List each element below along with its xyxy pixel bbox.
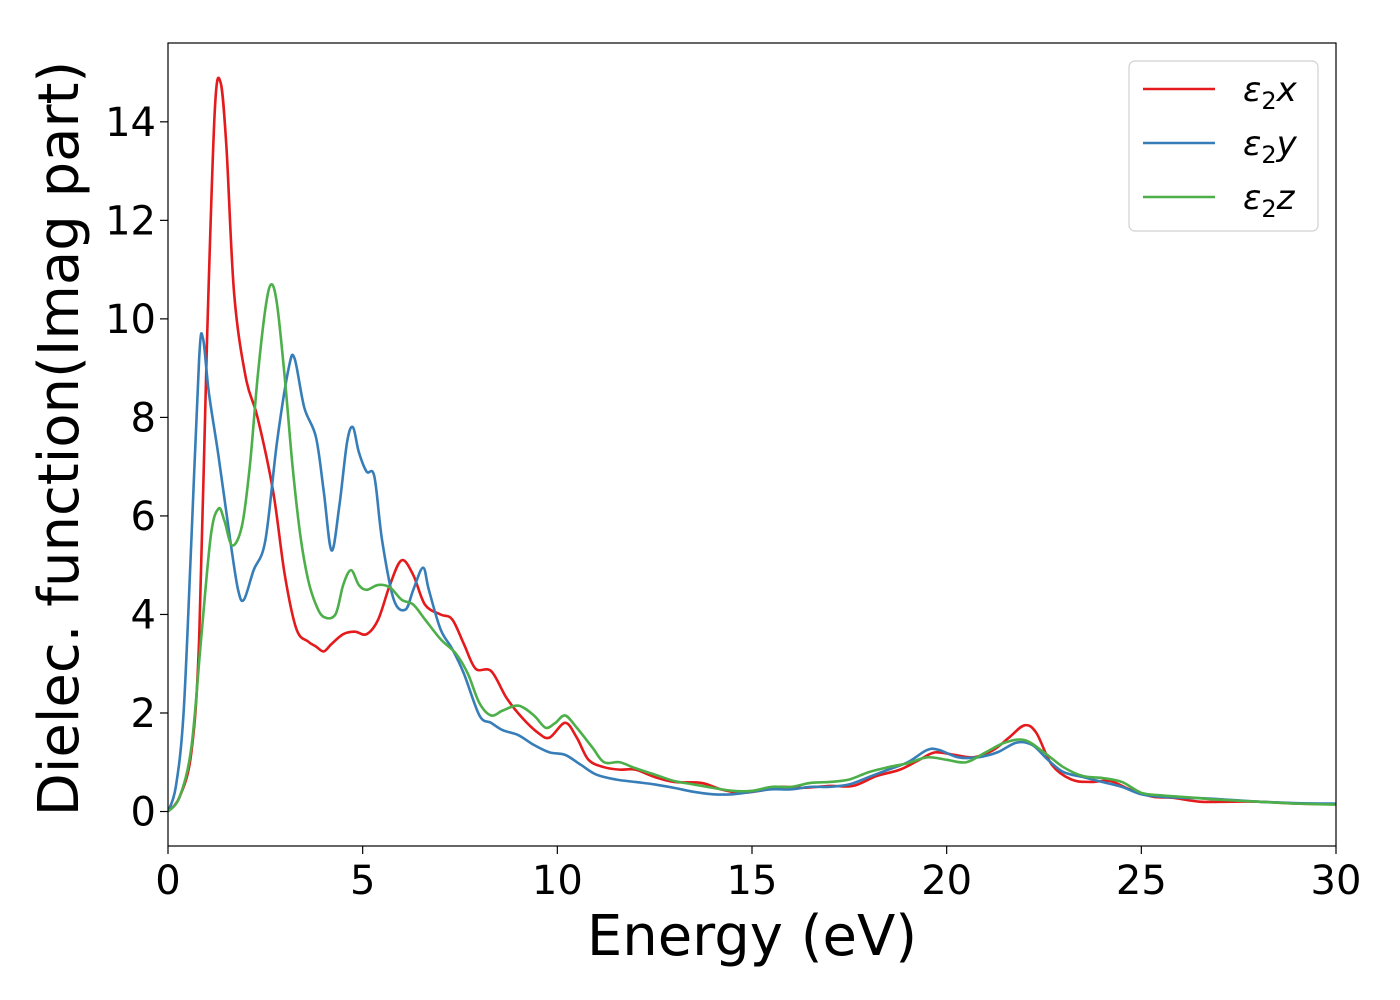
x-tick-label: 5 <box>350 858 375 904</box>
x-tick-label: 10 <box>532 858 583 904</box>
legend-label-x: ε2x <box>1243 70 1298 115</box>
x-tick-label: 25 <box>1116 858 1167 904</box>
y-tick-label: 12 <box>105 198 156 244</box>
y-tick-label: 8 <box>131 395 156 441</box>
y-tick-label: 2 <box>131 691 156 737</box>
x-tick-label: 30 <box>1311 858 1362 904</box>
y-tick-label: 6 <box>131 494 156 540</box>
x-tick-label: 15 <box>727 858 778 904</box>
y-tick-label: 4 <box>131 592 156 638</box>
legend-label-z: ε2z <box>1243 178 1296 223</box>
y-tick-label: 0 <box>131 790 156 836</box>
x-axis-ticks: 0 5 10 15 20 25 30 <box>155 846 1361 904</box>
x-tick-label: 20 <box>921 858 972 904</box>
series-line-y <box>168 332 1336 812</box>
y-tick-label: 10 <box>105 297 156 343</box>
series-line-z <box>168 283 1336 813</box>
legend-box <box>1128 60 1319 232</box>
legend: ε2x ε2y ε2z <box>1128 60 1319 232</box>
x-tick-label: 0 <box>155 858 180 904</box>
series-layer <box>168 76 1336 813</box>
legend-label-y: ε2y <box>1243 124 1298 169</box>
x-axis-title: Energy (eV) <box>587 904 917 969</box>
series-line-x <box>168 76 1336 813</box>
y-tick-label: 14 <box>105 100 156 146</box>
y-axis-ticks: 0 2 4 6 8 10 12 14 <box>105 100 168 836</box>
y-axis-title: Dielec. function(Imag part) <box>27 61 92 817</box>
